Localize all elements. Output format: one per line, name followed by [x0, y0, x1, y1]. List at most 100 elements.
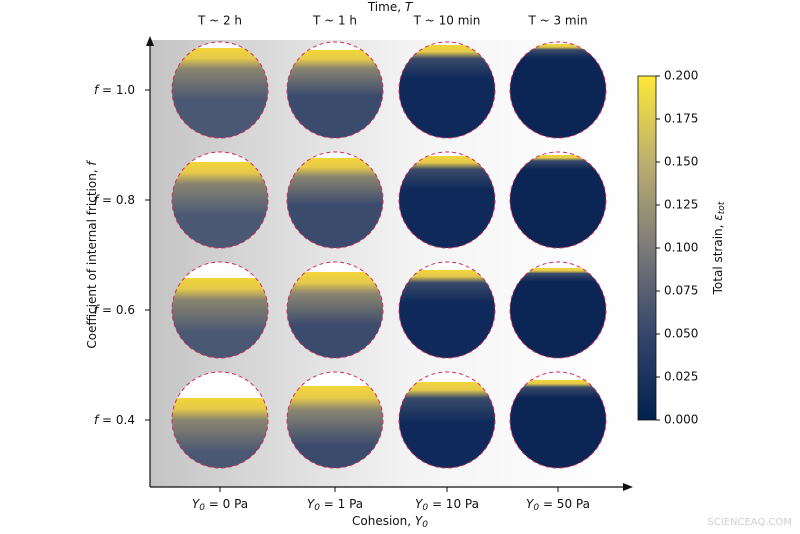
panel-material	[287, 386, 383, 468]
y-arrow	[146, 36, 154, 46]
panel-material	[510, 268, 606, 358]
panel	[287, 262, 383, 358]
initial-outline	[398, 41, 496, 139]
initial-outline	[398, 371, 496, 469]
top-title-symbol: T	[405, 0, 414, 14]
initial-outline	[171, 151, 269, 249]
row-symbol: f	[94, 303, 100, 317]
row-symbol: f	[94, 193, 100, 207]
x-label-text: Cohesion,	[352, 514, 415, 528]
colorbar-label-text: Total strain,	[711, 221, 725, 296]
x-arrow	[623, 483, 633, 491]
x-axis-label: Cohesion, Y0	[352, 514, 428, 530]
initial-outline	[509, 151, 607, 249]
panel-material	[172, 162, 268, 248]
column-time: T ~ 3 min	[527, 14, 587, 28]
row-label: f = 0.4	[94, 413, 135, 427]
cohesion-value: = 10 Pa	[428, 497, 479, 511]
colorbar-label: Total strain, εtot	[711, 201, 727, 295]
column-cohesion: Y0 = 50 Pa	[526, 497, 590, 513]
column-time: T ~ 10 min	[413, 14, 481, 28]
panel	[510, 262, 606, 358]
y-label-symbol: f	[85, 160, 99, 166]
initial-outline	[509, 371, 607, 469]
column-time: T ~ 1 h	[312, 14, 357, 28]
panel-material	[399, 382, 495, 468]
colorbar-tick-label: 0.175	[664, 112, 698, 126]
colorbar-tick-label: 0.150	[664, 155, 698, 169]
panel	[510, 372, 606, 468]
x-label-subscript: 0	[422, 520, 428, 530]
panel	[510, 42, 606, 138]
y-label-text: Coefficient of internal friction,	[85, 166, 99, 349]
cohesion-symbol: Y	[526, 497, 535, 511]
colorbar-symbol: ε	[711, 214, 725, 221]
colorbar	[637, 75, 657, 421]
row-symbol: f	[94, 413, 100, 427]
panel	[399, 42, 495, 138]
panel	[287, 42, 383, 138]
column-cohesion: Y0 = 0 Pa	[192, 497, 248, 513]
initial-outline	[509, 261, 607, 359]
panel	[287, 152, 383, 248]
cohesion-value: = 50 Pa	[539, 497, 590, 511]
cohesion-subscript: 0	[533, 503, 539, 513]
panel-material	[172, 278, 268, 358]
cohesion-symbol: Y	[192, 497, 201, 511]
colorbar-tick-label: 0.100	[664, 241, 698, 255]
initial-outline	[286, 371, 384, 469]
panel-material	[287, 50, 383, 138]
panel-material	[399, 270, 495, 358]
panel-material	[172, 48, 268, 138]
x-label-symbol: Y	[415, 514, 424, 528]
y-axis-label: Coefficient of internal friction, f	[85, 160, 99, 349]
cohesion-subscript: 0	[314, 503, 320, 513]
panel-material	[510, 44, 606, 138]
panel-material	[399, 45, 495, 138]
column-cohesion: Y0 = 1 Pa	[307, 497, 363, 513]
colorbar-tick-label: 0.075	[664, 284, 698, 298]
row-symbol: f	[94, 83, 100, 97]
initial-outline	[398, 151, 496, 249]
column-cohesion: Y0 = 10 Pa	[415, 497, 479, 513]
row-value: = 0.4	[98, 413, 135, 427]
top-title: Time, T	[367, 0, 414, 14]
top-title-text: Time,	[367, 0, 405, 14]
cohesion-value: = 0 Pa	[205, 497, 248, 511]
panel	[399, 262, 495, 358]
row-label: f = 0.8	[94, 193, 135, 207]
initial-outline	[171, 41, 269, 139]
colorbar-tick-label: 0.050	[664, 327, 698, 341]
initial-outline	[171, 261, 269, 359]
colorbar-tick-label: 0.025	[664, 370, 698, 384]
panel	[287, 372, 383, 468]
initial-outline	[509, 41, 607, 139]
initial-outline	[286, 151, 384, 249]
panel-material	[287, 272, 383, 358]
panel-material	[510, 380, 606, 468]
panel	[172, 42, 268, 138]
row-label: f = 0.6	[94, 303, 135, 317]
panel	[510, 152, 606, 248]
colorbar-tick-label: 0.200	[664, 69, 698, 83]
cohesion-symbol: Y	[307, 497, 316, 511]
panel	[172, 262, 268, 358]
panel	[399, 152, 495, 248]
initial-outline	[171, 371, 269, 469]
initial-outline	[398, 261, 496, 359]
row-value: = 1.0	[98, 83, 135, 97]
row-value: = 0.6	[98, 303, 135, 317]
initial-outline	[286, 261, 384, 359]
panel-material	[510, 155, 606, 248]
row-value: = 0.8	[98, 193, 135, 207]
cohesion-subscript: 0	[199, 503, 205, 513]
panel	[172, 152, 268, 248]
colorbar-tick-label: 0.000	[664, 413, 698, 427]
watermark: SCIENCEAQ.COM	[707, 517, 792, 528]
panel-material	[399, 156, 495, 248]
colorbar-subscript: tot	[717, 201, 727, 214]
colorbar-tick-label: 0.125	[664, 198, 698, 212]
cohesion-value: = 1 Pa	[320, 497, 363, 511]
panels	[171, 41, 607, 469]
